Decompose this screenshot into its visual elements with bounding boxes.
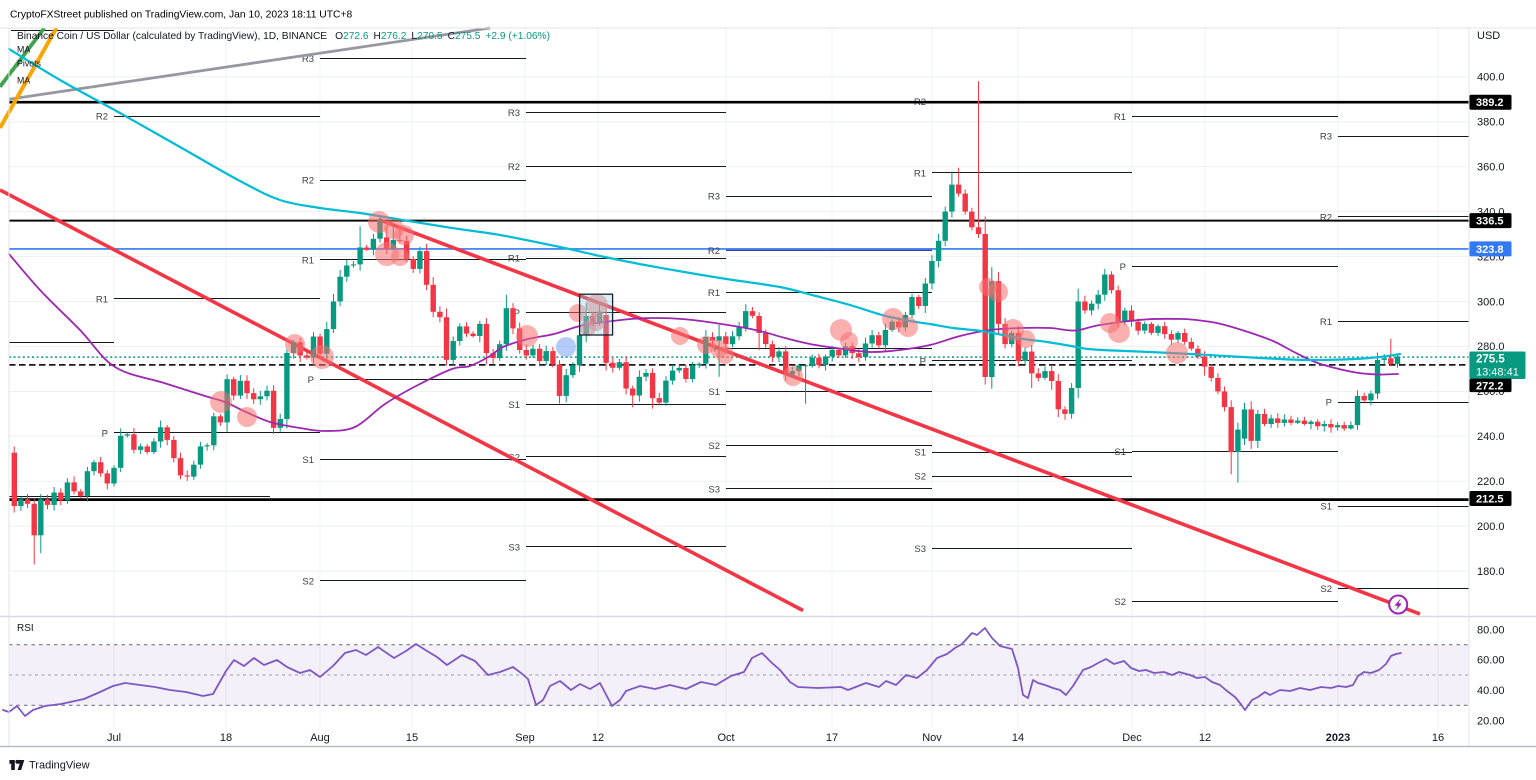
svg-text:S2: S2 [1114, 597, 1126, 608]
svg-text:R3: R3 [1320, 132, 1332, 143]
svg-text:R1: R1 [708, 288, 720, 299]
svg-text:400.0: 400.0 [1477, 72, 1505, 84]
svg-text:14: 14 [1012, 732, 1024, 744]
svg-text:15: 15 [406, 732, 418, 744]
svg-text:240.0: 240.0 [1477, 431, 1505, 443]
svg-text:323.8: 323.8 [1476, 244, 1504, 256]
svg-text:Dec: Dec [1122, 732, 1142, 744]
svg-text:S1: S1 [708, 387, 720, 398]
svg-text:S1: S1 [914, 448, 926, 459]
svg-text:MA: MA [17, 45, 30, 55]
svg-text:R2: R2 [302, 176, 314, 187]
svg-text:R1: R1 [96, 295, 108, 306]
svg-text:USD: USD [1477, 30, 1500, 42]
svg-text:S2: S2 [708, 441, 720, 452]
svg-text:389.2: 389.2 [1476, 97, 1504, 109]
svg-text:12: 12 [1199, 732, 1211, 744]
svg-text:R1: R1 [914, 169, 926, 180]
svg-text:Nov: Nov [922, 732, 942, 744]
svg-text:P: P [1326, 398, 1332, 409]
svg-text:R1: R1 [508, 254, 520, 265]
svg-text:13:48:41: 13:48:41 [1476, 366, 1519, 378]
svg-text:S3: S3 [708, 485, 720, 496]
svg-text:P: P [1120, 262, 1126, 273]
svg-text:S1: S1 [1114, 447, 1126, 458]
svg-text:12: 12 [592, 732, 604, 744]
svg-text:212.5: 212.5 [1476, 494, 1504, 506]
svg-text:MA: MA [17, 76, 30, 86]
svg-text:S1: S1 [508, 400, 520, 411]
svg-text:Oct: Oct [717, 732, 734, 744]
svg-text:280.0: 280.0 [1477, 341, 1505, 353]
svg-text:P: P [920, 357, 926, 368]
svg-text:P: P [514, 308, 520, 319]
svg-text:R3: R3 [708, 192, 720, 203]
svg-text:Binance Coin / US Dollar (calc: Binance Coin / US Dollar (calculated by … [17, 31, 550, 42]
svg-text:S2: S2 [914, 472, 926, 483]
svg-text:275.5: 275.5 [1476, 354, 1505, 366]
svg-text:272.2: 272.2 [1476, 380, 1504, 392]
svg-text:R2: R2 [96, 112, 108, 123]
svg-text:17: 17 [826, 732, 838, 744]
svg-text:S2: S2 [302, 577, 314, 588]
svg-text:Aug: Aug [310, 732, 330, 744]
svg-text:220.0: 220.0 [1477, 476, 1505, 488]
svg-text:P: P [308, 375, 314, 386]
svg-text:R2: R2 [708, 246, 720, 257]
svg-text:S1: S1 [1320, 502, 1332, 513]
svg-text:80.00: 80.00 [1477, 624, 1505, 636]
svg-text:Pivots: Pivots [17, 59, 42, 69]
svg-text:R3: R3 [302, 54, 314, 65]
svg-text:R1: R1 [302, 255, 314, 266]
svg-text:Jul: Jul [107, 732, 121, 744]
svg-text:S2: S2 [1320, 584, 1332, 595]
svg-text:60.00: 60.00 [1477, 655, 1505, 667]
svg-text:R3: R3 [508, 108, 520, 119]
svg-text:R2: R2 [508, 162, 520, 173]
svg-text:Sep: Sep [515, 732, 535, 744]
svg-text:S1: S1 [302, 455, 314, 466]
svg-text:300.0: 300.0 [1477, 296, 1505, 308]
svg-text:R2: R2 [1320, 212, 1332, 223]
svg-text:R1: R1 [1320, 317, 1332, 328]
svg-text:380.0: 380.0 [1477, 117, 1505, 129]
svg-text:R1: R1 [1114, 112, 1126, 123]
svg-text:S3: S3 [914, 544, 926, 555]
svg-text:20.00: 20.00 [1477, 715, 1505, 727]
svg-text:16: 16 [1432, 732, 1444, 744]
svg-text:40.00: 40.00 [1477, 685, 1505, 697]
svg-text:S3: S3 [508, 543, 520, 554]
svg-text:RSI: RSI [17, 623, 34, 634]
svg-text:336.5: 336.5 [1476, 216, 1504, 228]
svg-text:180.0: 180.0 [1477, 566, 1505, 578]
svg-text:TradingView: TradingView [29, 760, 90, 772]
svg-text:P: P [102, 429, 108, 440]
svg-text:CryptoFXStreet published on Tr: CryptoFXStreet published on TradingView.… [10, 10, 352, 21]
svg-text:360.0: 360.0 [1477, 161, 1505, 173]
svg-text:18: 18 [220, 732, 232, 744]
svg-text:200.0: 200.0 [1477, 521, 1505, 533]
svg-text:2023: 2023 [1326, 732, 1350, 744]
